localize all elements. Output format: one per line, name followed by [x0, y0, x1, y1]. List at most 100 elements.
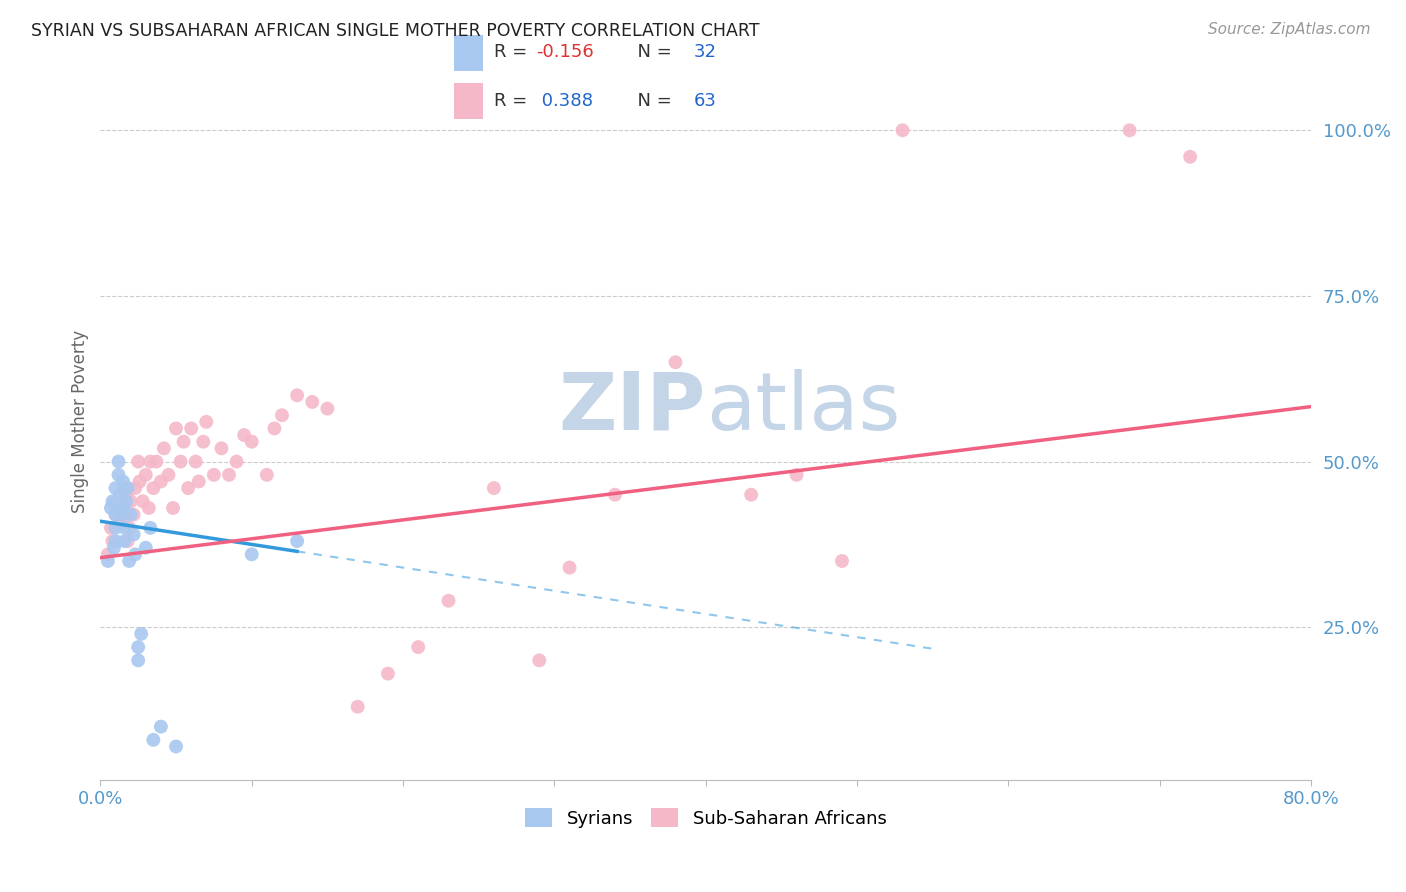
Point	[240, 547, 263, 561]
Point	[100, 521, 122, 535]
Point	[127, 653, 149, 667]
Point	[263, 421, 285, 435]
Point	[103, 541, 125, 555]
Point	[740, 488, 762, 502]
Point	[124, 547, 146, 561]
Text: 63: 63	[693, 92, 716, 110]
Point	[1118, 123, 1140, 137]
Legend: Syrians, Sub-Saharan Africans: Syrians, Sub-Saharan Africans	[517, 801, 894, 835]
Text: ZIP: ZIP	[558, 368, 706, 447]
Point	[104, 494, 127, 508]
Point	[104, 481, 127, 495]
Point	[209, 442, 232, 456]
Point	[114, 521, 136, 535]
Text: 0.388: 0.388	[536, 92, 593, 110]
Point	[120, 508, 142, 522]
Point	[162, 500, 184, 515]
Bar	[454, 35, 484, 70]
Point	[108, 488, 131, 502]
Point	[240, 434, 263, 449]
Point	[115, 488, 138, 502]
Point	[135, 467, 157, 482]
Point	[891, 123, 914, 137]
Point	[149, 475, 172, 489]
Point	[233, 428, 256, 442]
Point	[117, 481, 139, 495]
Point	[100, 500, 122, 515]
Point	[406, 640, 429, 654]
Point	[129, 627, 152, 641]
Point	[664, 355, 686, 369]
Point	[139, 521, 162, 535]
Point	[256, 467, 278, 482]
Point	[169, 454, 191, 468]
Point	[180, 421, 202, 435]
Point	[139, 454, 162, 468]
Point	[112, 475, 135, 489]
Point	[115, 494, 138, 508]
Y-axis label: Single Mother Poverty: Single Mother Poverty	[72, 330, 89, 514]
Point	[165, 421, 187, 435]
Point	[138, 500, 160, 515]
Text: R =: R =	[494, 92, 533, 110]
Point	[107, 500, 129, 515]
Point	[107, 454, 129, 468]
Point	[104, 508, 127, 522]
Point	[112, 500, 135, 515]
Text: Source: ZipAtlas.com: Source: ZipAtlas.com	[1208, 22, 1371, 37]
Point	[195, 415, 218, 429]
Point	[114, 508, 136, 522]
Text: 32: 32	[693, 44, 716, 62]
Text: N =: N =	[626, 44, 678, 62]
Point	[165, 739, 187, 754]
Point	[118, 521, 141, 535]
Point	[786, 467, 808, 482]
Point	[225, 454, 247, 468]
Point	[142, 481, 165, 495]
Point	[177, 481, 200, 495]
Point	[193, 434, 215, 449]
Point	[346, 699, 368, 714]
Point	[124, 481, 146, 495]
Point	[120, 494, 142, 508]
Point	[271, 408, 294, 422]
Point	[482, 481, 505, 495]
Point	[316, 401, 339, 416]
Point	[218, 467, 240, 482]
Point	[97, 547, 120, 561]
Point	[114, 534, 136, 549]
Point	[127, 454, 149, 468]
Point	[108, 514, 131, 528]
Point	[97, 554, 120, 568]
Point	[1178, 150, 1201, 164]
Point	[437, 593, 460, 607]
Point	[301, 395, 323, 409]
Point	[107, 467, 129, 482]
Point	[112, 481, 135, 495]
Point	[127, 640, 149, 654]
Text: -0.156: -0.156	[536, 44, 593, 62]
Point	[117, 534, 139, 549]
Point	[110, 508, 132, 522]
Point	[184, 454, 207, 468]
Point	[128, 475, 150, 489]
Text: SYRIAN VS SUBSAHARAN AFRICAN SINGLE MOTHER POVERTY CORRELATION CHART: SYRIAN VS SUBSAHARAN AFRICAN SINGLE MOTH…	[31, 22, 759, 40]
Point	[132, 494, 155, 508]
Point	[157, 467, 180, 482]
Point	[118, 554, 141, 568]
Point	[202, 467, 225, 482]
Point	[149, 720, 172, 734]
Point	[529, 653, 551, 667]
Bar	[454, 83, 484, 119]
Point	[104, 508, 127, 522]
Point	[122, 527, 145, 541]
Point	[101, 534, 124, 549]
Text: N =: N =	[626, 92, 678, 110]
Point	[101, 494, 124, 508]
Point	[187, 475, 209, 489]
Point	[558, 560, 581, 574]
Point	[104, 521, 127, 535]
Point	[285, 534, 308, 549]
Point	[153, 442, 176, 456]
Text: atlas: atlas	[706, 368, 900, 447]
